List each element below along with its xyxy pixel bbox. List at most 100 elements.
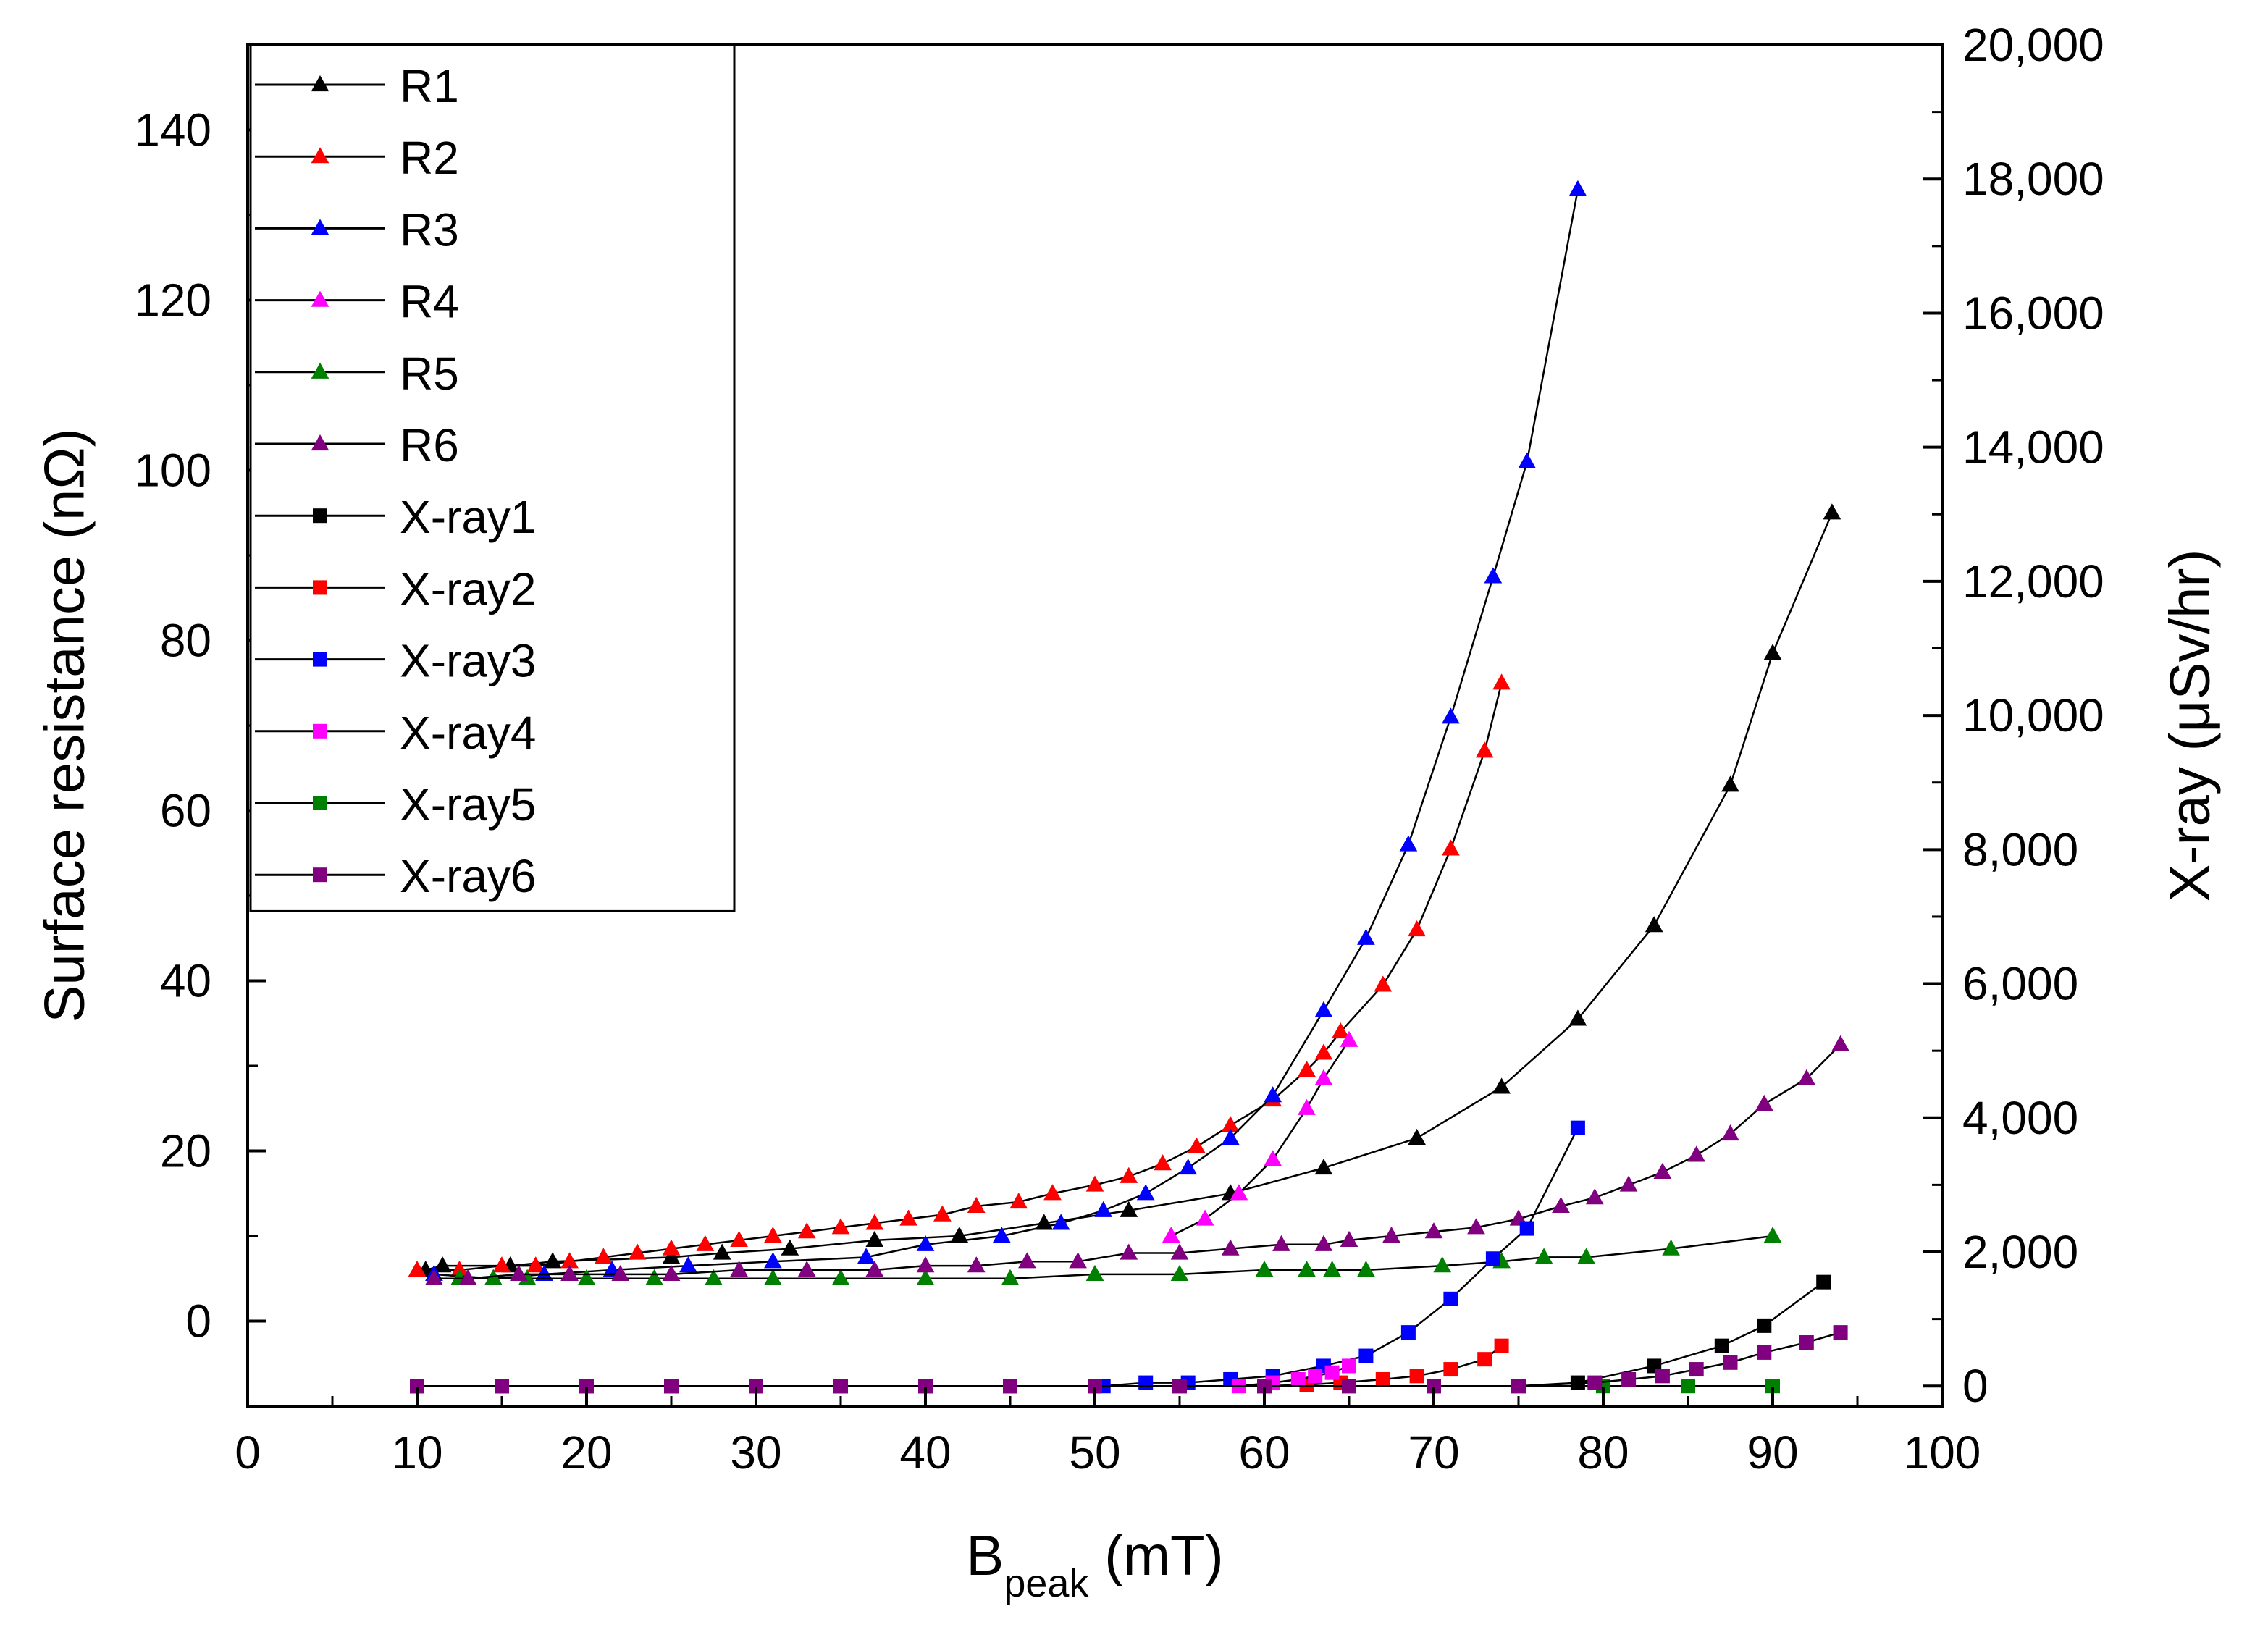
data-point-r2 (1475, 741, 1494, 758)
legend-label: R4 (400, 276, 459, 328)
data-point-x-ray3 (1519, 1221, 1534, 1236)
data-point-r1 (1492, 1077, 1511, 1094)
data-point-r3 (1264, 1086, 1282, 1103)
y-right-tick-label: 16,000 (1962, 287, 2104, 339)
data-point-x-ray6 (833, 1379, 848, 1394)
series-line-r3 (434, 189, 1579, 1280)
y-left-axis-title: Surface resistance (nΩ) (33, 428, 96, 1022)
data-point-r2 (595, 1248, 613, 1264)
data-point-r1 (1568, 1009, 1587, 1026)
data-point-x-ray6 (579, 1379, 594, 1394)
data-point-x-ray5 (1681, 1379, 1695, 1394)
data-point-r6 (1755, 1094, 1773, 1111)
y-right-tick-label: 20,000 (1962, 19, 2104, 71)
data-point-r3 (992, 1227, 1011, 1243)
legend-label: X-ray1 (400, 491, 537, 543)
data-point-r2 (1331, 1022, 1350, 1039)
data-point-x-ray6 (1723, 1355, 1738, 1370)
data-point-r2 (1085, 1175, 1104, 1192)
data-point-r2 (764, 1227, 782, 1243)
data-point-r3 (1314, 1001, 1333, 1017)
legend-marker (311, 290, 329, 307)
data-point-x-ray3 (1138, 1375, 1154, 1390)
data-point-x-ray4 (1324, 1365, 1340, 1380)
data-point-r6 (1831, 1035, 1849, 1051)
data-point-x-ray6 (1799, 1335, 1814, 1350)
data-point-r1 (1314, 1159, 1333, 1175)
data-point-r2 (730, 1230, 748, 1247)
data-point-x-ray3 (1485, 1251, 1500, 1266)
legend-label: X-ray5 (400, 778, 537, 831)
y-right-tick-label: 18,000 (1962, 153, 2104, 205)
data-point-r2 (1314, 1043, 1333, 1060)
legend-label: R5 (400, 348, 459, 400)
data-point-r2 (1154, 1154, 1172, 1171)
data-point-r3 (1442, 707, 1460, 724)
data-point-r5 (1323, 1261, 1341, 1277)
legend-label: X-ray6 (400, 850, 537, 902)
data-point-r6 (1687, 1145, 1706, 1162)
data-point-x-ray6 (749, 1379, 763, 1394)
data-point-x-ray2 (1494, 1338, 1509, 1353)
legend-item-x-ray4: X-ray4 (255, 707, 537, 759)
data-point-r5 (1001, 1269, 1020, 1285)
data-point-x-ray3 (1400, 1325, 1416, 1340)
data-point-r6 (1721, 1124, 1739, 1141)
data-point-r5 (1662, 1239, 1680, 1256)
x-tick-label: 100 (1904, 1426, 1981, 1479)
legend-item-r5: R5 (255, 348, 459, 400)
legend-marker (311, 219, 329, 235)
y-right-tick-label: 10,000 (1962, 689, 2104, 741)
y-right-tick-label: 14,000 (1962, 421, 2104, 474)
legend-label: R1 (400, 60, 459, 112)
data-point-r5 (1298, 1261, 1316, 1277)
data-point-x-ray6 (1088, 1379, 1102, 1394)
legend-marker (311, 434, 329, 451)
legend-item-x-ray2: X-ray2 (255, 563, 537, 615)
y-right-tick-label: 0 (1962, 1360, 1988, 1412)
series-line-x-ray6 (417, 1331, 1841, 1387)
data-point-r3 (1051, 1214, 1070, 1230)
data-point-r4 (1196, 1209, 1214, 1226)
y-right-tick-label: 6,000 (1962, 958, 2078, 1010)
data-point-r2 (696, 1235, 715, 1251)
x-tick-label: 20 (560, 1426, 612, 1479)
data-point-x-ray4 (1342, 1358, 1356, 1374)
x-tick-label: 70 (1408, 1426, 1459, 1479)
data-point-x-ray6 (664, 1379, 679, 1394)
legend-label: R2 (400, 132, 459, 184)
data-point-x-ray6 (1833, 1325, 1848, 1340)
data-point-r3 (916, 1235, 935, 1251)
series-r4 (1162, 1030, 1358, 1243)
data-point-x-ray3 (1443, 1291, 1458, 1306)
data-point-r6 (662, 1264, 681, 1281)
data-point-x-ray6 (1511, 1379, 1526, 1394)
data-point-r5 (1170, 1264, 1189, 1281)
data-point-r1 (1763, 644, 1782, 660)
legend-label: R3 (400, 203, 459, 256)
data-point-x-ray6 (410, 1379, 424, 1394)
data-point-r5 (1577, 1248, 1595, 1264)
legend-label: R6 (400, 419, 459, 471)
y-right-tick-label: 12,000 (1962, 555, 2104, 608)
y-left-tick-label: 100 (134, 445, 211, 497)
data-point-r6 (916, 1256, 935, 1273)
x-tick-label: 0 (235, 1426, 261, 1479)
data-point-r6 (1585, 1188, 1604, 1205)
data-point-x-ray2 (1375, 1371, 1390, 1387)
data-point-r3 (1094, 1201, 1113, 1217)
legend-label: X-ray2 (400, 563, 537, 615)
x-tick-label: 90 (1747, 1426, 1798, 1479)
data-point-r5 (705, 1269, 723, 1285)
legend-label: X-ray3 (400, 635, 537, 687)
legend-item-r1: R1 (255, 60, 459, 112)
data-point-x-ray6 (1172, 1379, 1187, 1394)
legend-item-r4: R4 (255, 276, 459, 328)
legend-marker (313, 508, 327, 524)
data-point-r2 (1120, 1166, 1138, 1183)
series-x-ray6 (410, 1325, 1848, 1394)
data-point-x-ray6 (1689, 1362, 1704, 1377)
y-left-tick-label: 120 (134, 274, 211, 327)
data-point-x-ray3 (1570, 1120, 1585, 1135)
data-point-r2 (560, 1252, 579, 1269)
